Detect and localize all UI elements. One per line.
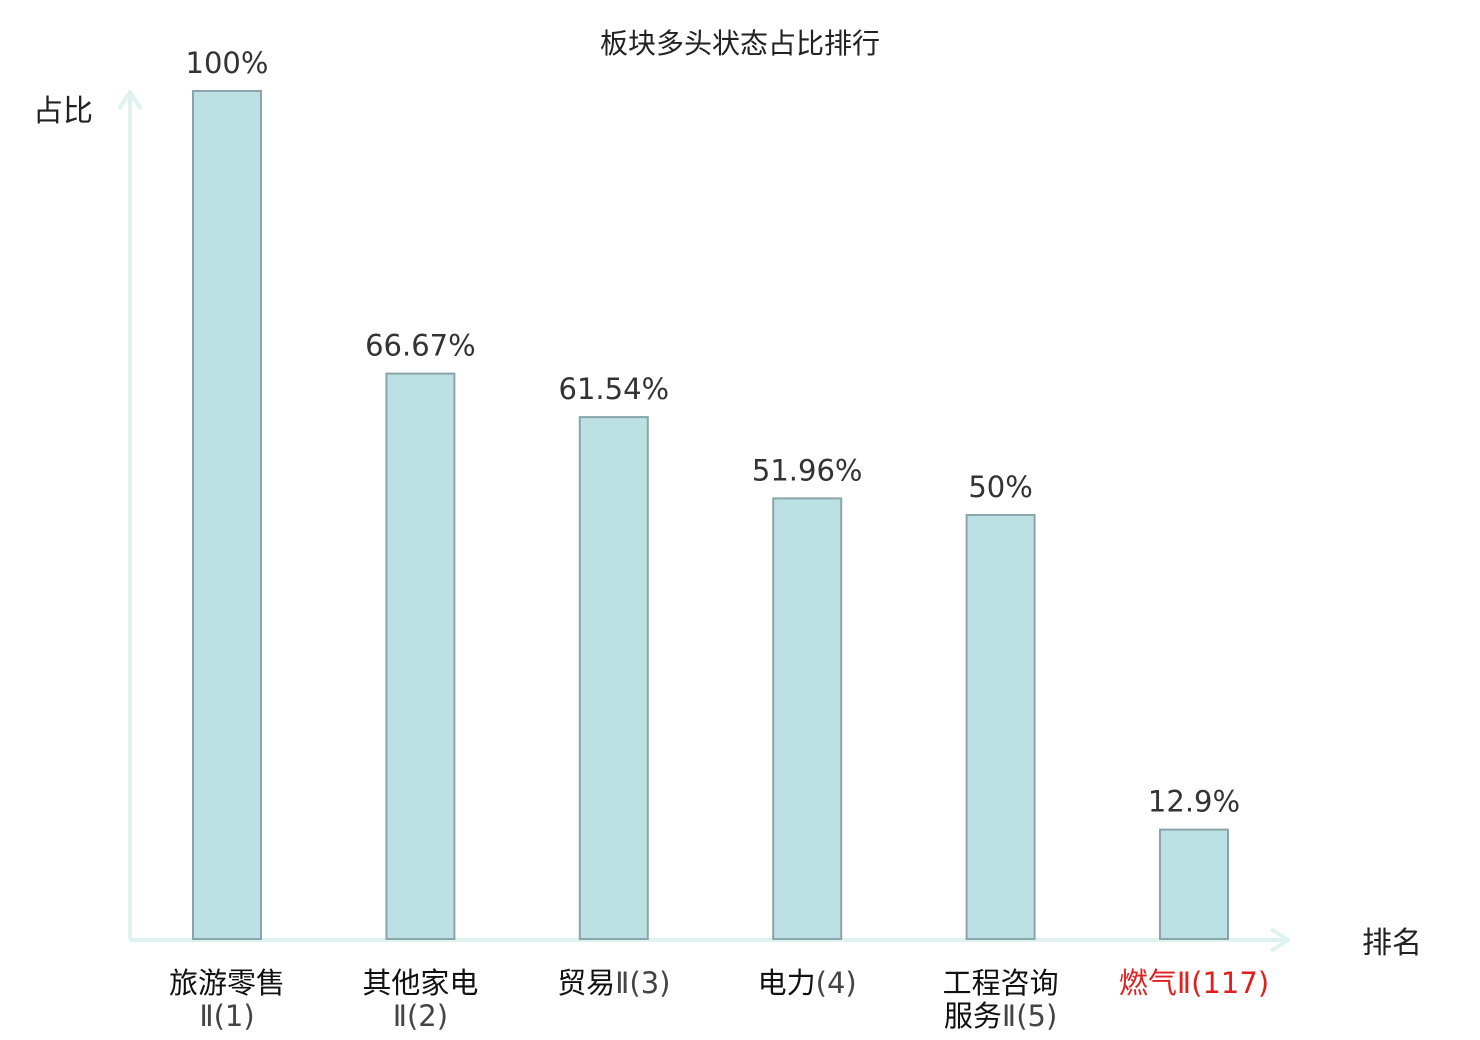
bar-1 <box>192 90 262 940</box>
category-label-line: Ⅱ(2) <box>393 999 448 1033</box>
category-label-line: 服务Ⅱ(5) <box>944 999 1057 1033</box>
bar-6 <box>1159 828 1229 940</box>
chart-title: 板块多头状态占比排行 <box>600 27 880 60</box>
bar-2 <box>385 372 456 941</box>
y-axis-label: 占比 <box>33 94 93 129</box>
category-label-line: 燃气Ⅱ(117) <box>1119 966 1269 1000</box>
category-label-3: 贸易Ⅱ(3) <box>557 966 670 1000</box>
axes <box>117 90 1290 953</box>
bar-3 <box>578 416 649 941</box>
bars <box>192 90 1229 941</box>
category-label-6: 燃气Ⅱ(117) <box>1119 966 1269 1000</box>
value-label-5: 50% <box>968 470 1032 504</box>
value-label-6: 12.9% <box>1148 785 1240 819</box>
category-label-line: 工程咨询 <box>943 966 1059 1000</box>
category-label-line: 电力(4) <box>758 966 857 1000</box>
category-label-line: 贸易Ⅱ(3) <box>557 966 670 1000</box>
bar-5 <box>965 514 1036 940</box>
category-label-4: 电力(4) <box>758 966 857 1000</box>
value-label-2: 66.67% <box>365 329 476 363</box>
value-label-3: 61.54% <box>559 372 670 406</box>
category-label-line: Ⅱ(1) <box>199 999 254 1033</box>
x-axis-arrow-icon <box>1269 927 1290 953</box>
x-axis-label: 排名 <box>1362 926 1422 961</box>
value-label-1: 100% <box>186 46 269 80</box>
category-label-line: 其他家电 <box>362 966 478 1000</box>
value-label-4: 51.96% <box>752 453 863 487</box>
bar-4 <box>772 497 843 940</box>
y-axis-arrow-icon <box>117 90 143 111</box>
category-label-line: 旅游零售 <box>169 966 285 1000</box>
value-labels: 100% 66.67% 61.54% 51.96% 50% 12.9% <box>186 46 1241 819</box>
